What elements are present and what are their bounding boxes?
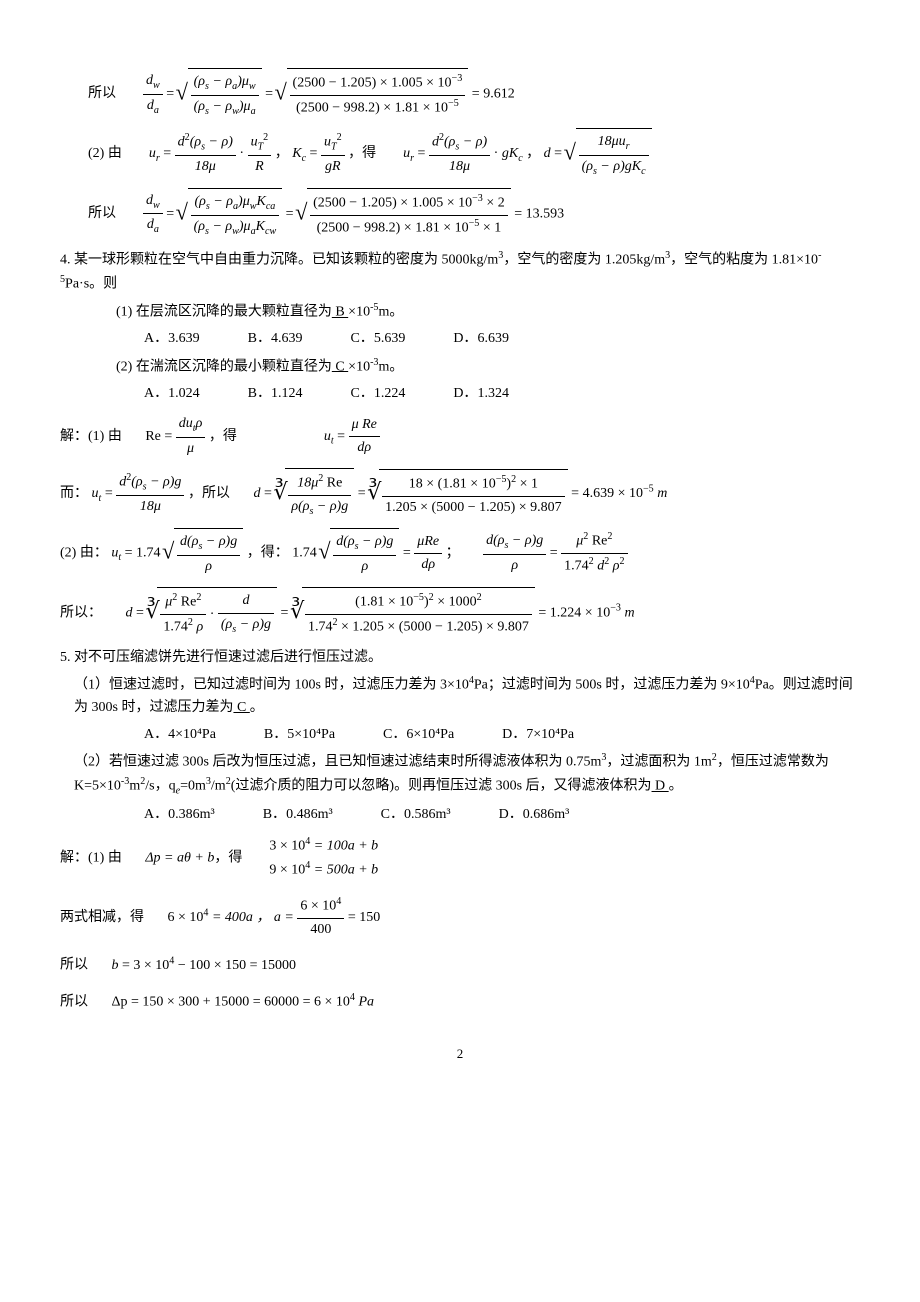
- sol4-2-d: 所以： d = μ2 Re21.742 ρ · d(ρs − ρ)g = (1.…: [60, 587, 860, 639]
- q4-opts1: A．3.639B．4.639C．5.639D．6.639: [144, 328, 860, 350]
- q5-stem: 5. 对不可压缩滤饼先进行恒速过滤后进行恒压过滤。: [60, 647, 860, 669]
- q5-opts1: A．4×10⁴PaB．5×10⁴PaC．6×10⁴PaD．7×10⁴Pa: [144, 724, 860, 746]
- q4-part2: (2) 在湍流区沉降的最小颗粒直径为 C ×10-3m。: [116, 355, 860, 379]
- equation-dw-da-2: 所以 dwda = (ρs − ρa)μwKca (ρs − ρw)μaKcw …: [60, 188, 860, 240]
- sol4-ut-d: 而： ut = d2(ρs − ρ)g18μ ，所以 d = 18μ2 Re ρ…: [60, 468, 860, 520]
- q5-opts2: A．0.386m³B．0.486m³C．0.586m³D．0.686m³: [144, 804, 860, 826]
- q5-part2: （2）若恒速过滤 300s 后改为恒压过滤，且已知恒速过滤结束时所得滤液体积为 …: [74, 750, 860, 800]
- sol4-2-ut: (2) 由： ut = 1.74 d(ρs − ρ)g ρ ，得： 1.74 d…: [60, 528, 860, 578]
- q4-part1: (1) 在层流区沉降的最大颗粒直径为 B ×10-5m。: [116, 300, 860, 324]
- sol5-2: 两式相减，得 6 × 104 = 400a ， a = 6 × 104400 =…: [60, 894, 860, 941]
- equation-dw-da-1: 所以 dwda = (ρs − ρa)μw (ρs − ρw)μa = (250…: [60, 68, 860, 120]
- sol5-3: 所以 b = 3 × 104 − 100 × 150 = 15000: [60, 953, 860, 977]
- sol4-re: 解：(1) 由 Re = dutρμ ，得 ut = μ Redρ: [60, 413, 860, 460]
- q4-stem: 4. 某一球形颗粒在空气中自由重力沉降。已知该颗粒的密度为 5000kg/m3，…: [60, 248, 860, 296]
- equation-ur-derivation: (2) 由 ur = d2(ρs − ρ)18μ · uT2R ， Kc = u…: [60, 128, 860, 180]
- q5-part1: （1）恒速过滤时，已知过滤时间为 100s 时，过滤压力差为 3×104Pa；过…: [74, 673, 860, 719]
- sol5-4: 所以 Δp = 150 × 300 + 15000 = 60000 = 6 × …: [60, 990, 860, 1014]
- q4-opts2: A．1.024B．1.124C．1.224D．1.324: [144, 383, 860, 405]
- page-number: 2: [60, 1044, 860, 1065]
- sol5-1: 解：(1) 由 Δp = aθ + b，得 3 × 104 = 100a + b…: [60, 834, 860, 882]
